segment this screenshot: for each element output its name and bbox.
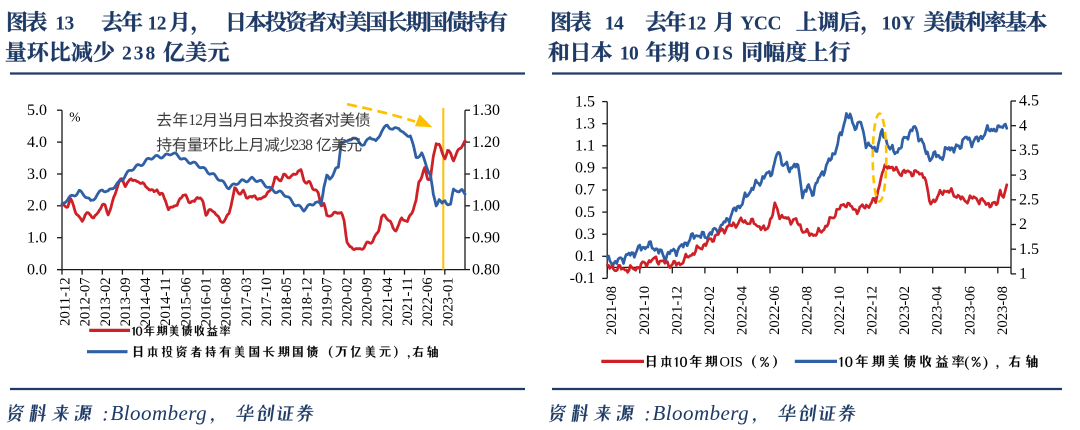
svg-text:2012-07: 2012-07 xyxy=(78,277,94,326)
svg-text:2017-03: 2017-03 xyxy=(239,277,255,326)
svg-text:2023-01: 2023-01 xyxy=(440,277,456,326)
svg-text:2016-01: 2016-01 xyxy=(199,277,215,326)
svg-text:0.3: 0.3 xyxy=(575,226,595,243)
svg-text:0.9: 0.9 xyxy=(575,160,595,177)
svg-text:0.7: 0.7 xyxy=(575,182,595,199)
svg-text:1: 1 xyxy=(1019,266,1027,283)
svg-text:2020-02: 2020-02 xyxy=(340,277,356,326)
svg-text:2018-05: 2018-05 xyxy=(279,277,295,326)
svg-text:1.10: 1.10 xyxy=(472,166,500,183)
svg-text:0.90: 0.90 xyxy=(472,230,500,247)
svg-text:2011-12: 2011-12 xyxy=(58,277,74,325)
svg-text:Bloomberg: Bloomberg xyxy=(653,401,750,425)
svg-text:2022-06: 2022-06 xyxy=(420,277,436,326)
svg-text:OIS: OIS xyxy=(695,44,735,65)
svg-text:Bloomberg: Bloomberg xyxy=(111,401,208,425)
svg-text:2021-12: 2021-12 xyxy=(669,286,685,335)
svg-text:3.0: 3.0 xyxy=(27,166,47,183)
svg-text:1.1: 1.1 xyxy=(575,138,595,155)
svg-text:2013-09: 2013-09 xyxy=(118,277,134,326)
svg-text:2023-02: 2023-02 xyxy=(897,286,913,335)
svg-text:-0.1: -0.1 xyxy=(570,270,595,287)
svg-text:3.5: 3.5 xyxy=(1019,142,1039,159)
svg-text:238: 238 xyxy=(292,137,314,154)
svg-text:2023-08: 2023-08 xyxy=(995,286,1011,335)
svg-text:238: 238 xyxy=(122,44,157,65)
svg-text:10: 10 xyxy=(620,44,639,65)
svg-text:2017-10: 2017-10 xyxy=(259,277,275,326)
svg-text:13: 13 xyxy=(55,13,74,34)
svg-text:2023-06: 2023-06 xyxy=(962,286,978,335)
svg-text:2014-11: 2014-11 xyxy=(158,277,174,325)
svg-text:2018-12: 2018-12 xyxy=(299,277,315,326)
svg-text:2020-09: 2020-09 xyxy=(360,277,376,326)
svg-text:2.0: 2.0 xyxy=(27,198,47,215)
svg-text:%: % xyxy=(69,109,80,124)
svg-text:2022-12: 2022-12 xyxy=(865,286,881,335)
svg-text:2022-02: 2022-02 xyxy=(702,286,718,335)
svg-text:2.5: 2.5 xyxy=(1019,192,1039,209)
svg-text:2021-08: 2021-08 xyxy=(604,286,620,335)
svg-text:12: 12 xyxy=(188,112,202,129)
svg-text:2021-04: 2021-04 xyxy=(380,277,396,327)
svg-text:2022-06: 2022-06 xyxy=(767,286,783,335)
svg-text:YCC: YCC xyxy=(740,13,781,34)
svg-text:10Y: 10Y xyxy=(882,13,916,34)
svg-text:1.0: 1.0 xyxy=(27,230,47,247)
svg-text:4.5: 4.5 xyxy=(1019,93,1039,110)
svg-text:2021-11: 2021-11 xyxy=(400,277,416,325)
svg-text:0.0: 0.0 xyxy=(27,261,47,278)
svg-text:2: 2 xyxy=(1019,216,1027,233)
svg-text:4: 4 xyxy=(1019,117,1027,134)
svg-text:0.1: 0.1 xyxy=(575,248,595,265)
svg-text:12: 12 xyxy=(687,13,706,34)
svg-text:2023-04: 2023-04 xyxy=(930,285,946,335)
svg-text:12: 12 xyxy=(148,13,167,34)
svg-text:14: 14 xyxy=(605,13,624,34)
svg-text:1.3: 1.3 xyxy=(575,115,595,132)
svg-text:2015-06: 2015-06 xyxy=(178,277,194,326)
svg-text:2021-10: 2021-10 xyxy=(637,286,653,335)
svg-text:1.5: 1.5 xyxy=(575,93,595,110)
svg-text:2013-02: 2013-02 xyxy=(98,277,114,326)
svg-text:2022-08: 2022-08 xyxy=(800,286,816,335)
svg-text:4.0: 4.0 xyxy=(27,134,47,151)
svg-text:2014-04: 2014-04 xyxy=(138,277,154,327)
svg-text:1.00: 1.00 xyxy=(472,198,500,215)
svg-text:2016-08: 2016-08 xyxy=(219,277,235,326)
svg-text:3: 3 xyxy=(1019,167,1027,184)
svg-text:2022-10: 2022-10 xyxy=(832,286,848,335)
svg-text:1.5: 1.5 xyxy=(1019,241,1039,258)
svg-text:0.80: 0.80 xyxy=(472,261,500,278)
svg-text:5.0: 5.0 xyxy=(27,102,47,119)
svg-text:OIS: OIS xyxy=(720,354,743,370)
svg-text:0.5: 0.5 xyxy=(575,204,595,221)
svg-text:1.20: 1.20 xyxy=(472,134,500,151)
svg-text:2019-07: 2019-07 xyxy=(319,277,335,326)
svg-text:2022-04: 2022-04 xyxy=(734,285,750,335)
svg-text:1.30: 1.30 xyxy=(472,102,500,119)
